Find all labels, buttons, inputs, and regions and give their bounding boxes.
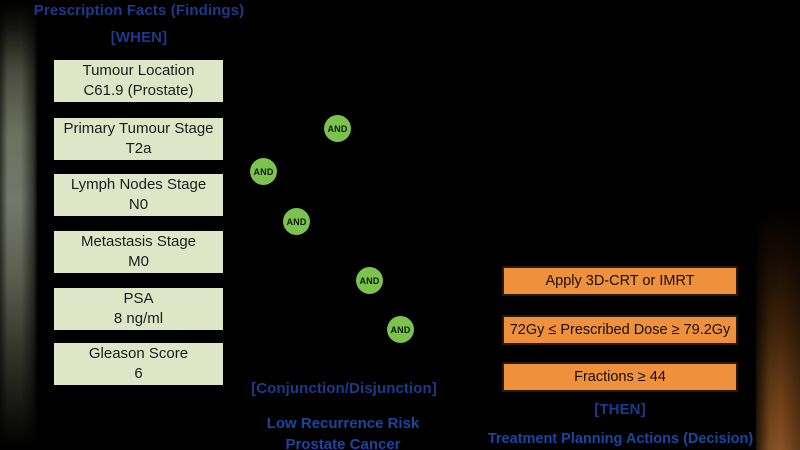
action-box-prescribed-dose: 72Gy ≤ Prescribed Dose ≥ 79.2Gy <box>502 315 738 345</box>
actions-title: Treatment Planning Actions (Decision) <box>487 431 754 447</box>
action-label: Apply 3D-CRT or IMRT <box>545 273 695 289</box>
and-node: AND <box>356 267 383 294</box>
video-pillarbox-left <box>0 0 38 450</box>
fact-box-gleason-score: Gleason Score 6 <box>52 341 225 387</box>
rule-name-line1: Low Recurrence Risk <box>266 415 420 432</box>
and-node: AND <box>250 158 277 185</box>
fact-value: M0 <box>128 253 149 270</box>
fact-value: 8 ng/ml <box>113 310 164 327</box>
action-label: 72Gy ≤ Prescribed Dose ≥ 79.2Gy <box>509 322 731 338</box>
fact-value: N0 <box>128 196 149 213</box>
fact-box-primary-tumour-stage: Primary Tumour Stage T2a <box>52 116 225 162</box>
fact-box-psa: PSA 8 ng/ml <box>52 286 225 332</box>
fact-label: Metastasis Stage <box>80 233 197 250</box>
fact-value: C61.9 (Prostate) <box>83 82 194 99</box>
facts-title: Prescription Facts (Findings) <box>33 2 245 19</box>
fact-label: PSA <box>123 290 154 307</box>
rule-name-line2: Prostate Cancer <box>285 436 401 450</box>
fact-box-metastasis-stage: Metastasis Stage M0 <box>52 229 225 275</box>
action-box-fractions: Fractions ≥ 44 <box>502 362 738 392</box>
fact-label: Gleason Score <box>88 345 189 362</box>
then-tag: [THEN] <box>594 401 646 418</box>
fact-label: Tumour Location <box>82 62 195 79</box>
and-node: AND <box>324 115 351 142</box>
conjunction-tag: [Conjunction/Disjunction] <box>251 380 437 397</box>
and-node: AND <box>283 208 310 235</box>
action-label: Fractions ≥ 44 <box>574 369 666 385</box>
fact-value: T2a <box>125 140 152 157</box>
action-box-technique: Apply 3D-CRT or IMRT <box>502 266 738 296</box>
fact-label: Primary Tumour Stage <box>63 120 214 137</box>
fact-value: 6 <box>134 365 143 382</box>
rule-name-caption: Low Recurrence Risk Prostate Cancer <box>243 413 443 450</box>
fact-label: Lymph Nodes Stage <box>70 176 207 193</box>
fact-box-tumour-location: Tumour Location C61.9 (Prostate) <box>52 58 225 104</box>
when-tag: [WHEN] <box>110 29 168 46</box>
video-pillarbox-right <box>756 0 800 450</box>
and-node: AND <box>387 316 414 343</box>
fact-box-lymph-nodes-stage: Lymph Nodes Stage N0 <box>52 172 225 218</box>
